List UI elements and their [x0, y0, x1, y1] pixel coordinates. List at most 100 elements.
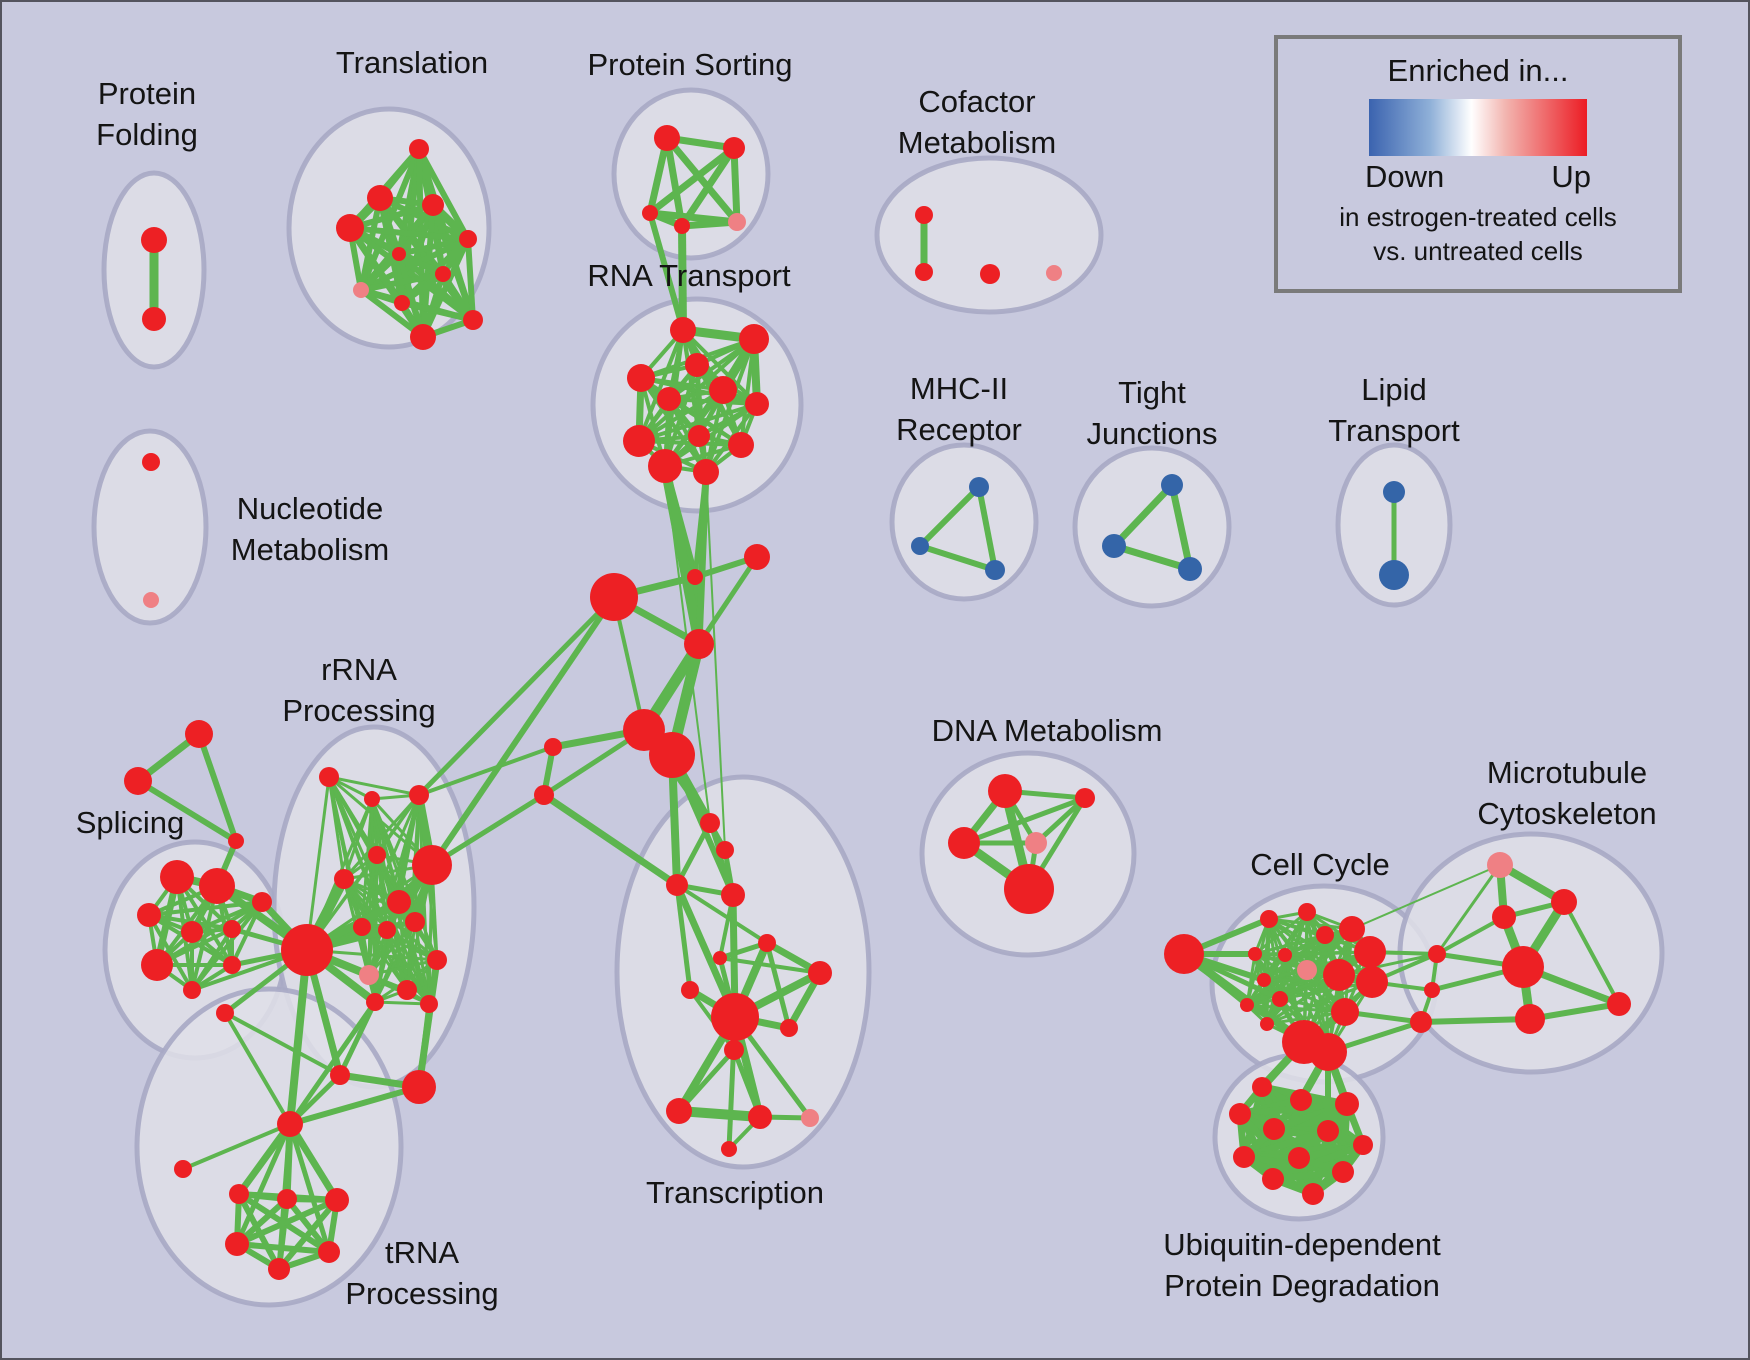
rna_transport-node-4 [709, 376, 737, 404]
mhc-node-2 [985, 560, 1005, 580]
cofactor-node-2 [980, 264, 1000, 284]
protein_folding-label: Folding [96, 117, 198, 152]
translation-node-9 [463, 310, 483, 330]
mhc-edge [919, 543, 996, 573]
link-rrna_processing-trna_processing [289, 1084, 420, 1127]
ubiquitin-label: Protein Degradation [1164, 1268, 1440, 1303]
legend-caption-line2: vs. untreated cells [1373, 236, 1583, 266]
trna_processing-node-0 [277, 1111, 303, 1137]
splicing-edge [155, 900, 264, 967]
trna_processing-edge [287, 1123, 332, 1253]
hub-node-0 [687, 569, 703, 585]
cell_cycle-node-2 [1316, 926, 1334, 944]
splicing-edge [190, 900, 264, 992]
dna_metabolism-label: DNA Metabolism [932, 713, 1163, 748]
ubiquitin-node-8 [1288, 1147, 1310, 1169]
nucleotide-node-0 [142, 453, 160, 471]
rrna_processing-node-0 [319, 767, 339, 787]
translation-node-2 [422, 194, 444, 216]
trna_processing-edge [234, 1122, 293, 1246]
rna_transport-edge [668, 397, 758, 406]
trna_processing-node-2 [229, 1184, 249, 1204]
cofactor-ellipse [874, 155, 1104, 315]
dna_metabolism-edge [963, 795, 1086, 846]
transcription-node-14 [721, 1141, 737, 1157]
microtubule-node-2 [1492, 905, 1516, 929]
ubiquitin-node-10 [1332, 1161, 1354, 1183]
link-hub-rrna_processing [430, 792, 546, 868]
ubiquitin-label: Ubiquitin-dependent [1163, 1227, 1441, 1262]
cell_cycle-node-17 [1164, 934, 1204, 974]
transcription-node-5 [713, 951, 727, 965]
trna_processing-node-3 [277, 1189, 297, 1209]
cell_cycle-edge [1181, 950, 1307, 1046]
translation-node-8 [394, 295, 410, 311]
translation-edge [347, 226, 426, 339]
link-protein_sorting-rna_transport [678, 225, 687, 331]
tight_junctions-edge [1112, 542, 1192, 573]
splicing-node-8 [141, 949, 173, 981]
splicing-edge [196, 733, 239, 842]
rrna_processing-node-18 [216, 1004, 234, 1022]
mhc-label: Receptor [896, 412, 1022, 447]
splicing-node-7 [223, 920, 241, 938]
cell_cycle-node-13 [1356, 966, 1388, 998]
protein_sorting-node-4 [728, 213, 746, 231]
rna_transport-node-2 [627, 364, 655, 392]
cell_cycle-node-6 [1297, 960, 1317, 980]
cell_cycle-node-14 [1331, 998, 1359, 1026]
rna_transport-node-6 [745, 392, 769, 416]
protein_sorting-edge [679, 146, 737, 228]
rrna_processing-node-16 [330, 1065, 350, 1085]
cell_cycle-node-9 [1240, 998, 1254, 1012]
translation-label: Translation [336, 45, 488, 80]
ubiquitin-node-4 [1263, 1118, 1285, 1140]
splicing-node-1 [124, 767, 152, 795]
dna_metabolism-node-3 [1025, 832, 1047, 854]
mhc-edge [976, 486, 998, 571]
ubiquitin-node-1 [1290, 1089, 1312, 1111]
dna_metabolism-node-2 [948, 827, 980, 859]
cofactor-label: Metabolism [898, 125, 1057, 160]
legend-title: Enriched in... [1387, 53, 1569, 88]
link-hub-rrna_processing [418, 745, 554, 797]
translation-edge [400, 271, 445, 306]
ubiquitin-node-3 [1335, 1092, 1359, 1116]
cell_cycle-label: Cell Cycle [1250, 847, 1390, 882]
microtubule-edge [1562, 901, 1621, 1005]
legend-caption-line1: in estrogen-treated cells [1339, 202, 1617, 232]
microtubule-label: Cytoskeleton [1477, 796, 1656, 831]
protein_sorting-edge [681, 218, 738, 230]
translation-edge [349, 225, 469, 242]
protein_sorting-edge [647, 145, 737, 216]
transcription-edge [678, 1106, 761, 1122]
rrna_processing-node-17 [402, 1070, 436, 1104]
translation-node-7 [353, 282, 369, 298]
link-rna_transport-hub [695, 471, 710, 645]
splicing-node-11 [252, 892, 272, 912]
splicing-node-6 [181, 921, 203, 943]
dna_metabolism-edge [1034, 796, 1087, 845]
translation-node-6 [435, 266, 451, 282]
rrna_processing-node-5 [334, 869, 354, 889]
rrna_processing-node-6 [387, 890, 411, 914]
link-protein_sorting-rna_transport [647, 212, 686, 331]
mhc-ellipse [889, 442, 1039, 602]
cofactor-node-1 [915, 263, 933, 281]
link-hub-transcription [542, 792, 679, 888]
cell_cycle-edge [1254, 927, 1353, 956]
protein_sorting-node-3 [674, 218, 690, 234]
dna_metabolism-node-4 [1004, 864, 1054, 914]
link-rrna_processing-trna_processing [286, 949, 311, 1125]
cell_cycle-node-12 [1354, 936, 1386, 968]
protein_sorting-label: Protein Sorting [587, 47, 792, 82]
ubiquitin-node-2 [1229, 1103, 1251, 1125]
trna_processing-edge [276, 1198, 340, 1271]
splicing-node-0 [185, 720, 213, 748]
cell_cycle-node-1 [1298, 903, 1316, 921]
rrna_processing-node-15 [420, 995, 438, 1013]
translation-edge [360, 271, 444, 293]
trna_processing-label: Processing [345, 1276, 498, 1311]
rrna_processing-edge [305, 776, 331, 951]
splicing-node-3 [160, 860, 194, 894]
